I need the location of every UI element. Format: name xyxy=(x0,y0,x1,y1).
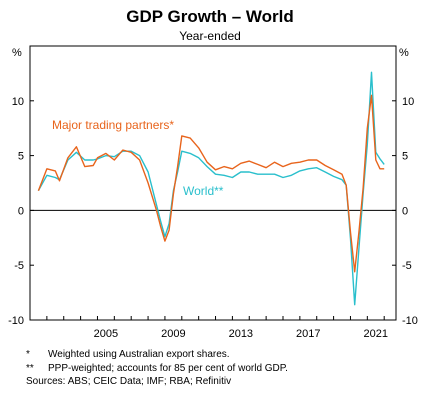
y-tick-label-left: 10 xyxy=(12,96,24,108)
y-tick-label-right: 10 xyxy=(402,96,414,108)
series-line xyxy=(37,94,385,273)
footnote-text: Weighted using Australian export shares. xyxy=(48,349,230,360)
y-tick-label-left: 5 xyxy=(18,151,24,163)
sources: Sources: ABS; CEIC Data; IMF; RBA; Refin… xyxy=(26,376,232,387)
footnote: * Weighted using Australian export share… xyxy=(26,348,288,362)
y-tick-label-left: -10 xyxy=(8,315,24,327)
y-unit-right: % xyxy=(399,47,409,59)
y-tick-label-right: 0 xyxy=(402,205,408,217)
x-tick-label: 2021 xyxy=(364,328,388,340)
x-tick-label: 2013 xyxy=(229,328,253,340)
y-tick-label-left: -5 xyxy=(14,260,24,272)
x-tick-label: 2009 xyxy=(161,328,185,340)
chart-title: GDP Growth – World xyxy=(126,7,294,26)
y-unit-left: % xyxy=(12,47,22,59)
y-tick-label-right: 5 xyxy=(402,151,408,163)
gdp-growth-chart: GDP Growth – World Year-ended % % -10 -10… xyxy=(8,7,418,340)
y-tick-label-right: -5 xyxy=(402,260,412,272)
y-tick-label-left: 0 xyxy=(18,205,24,217)
x-tick-label: 2005 xyxy=(94,328,118,340)
footnote: ** PPP-weighted; accounts for 85 per cen… xyxy=(26,362,288,376)
plot-frame xyxy=(29,45,397,321)
y-tick-label-right: -10 xyxy=(402,315,418,327)
footnote-mark: ** xyxy=(26,362,34,374)
chart-notes: * Weighted using Australian export share… xyxy=(26,348,288,389)
chart-subtitle: Year-ended xyxy=(179,29,241,43)
series-label: Major trading partners* xyxy=(52,118,174,132)
series-label: World** xyxy=(183,184,224,198)
footnote-text: PPP-weighted; accounts for 85 per cent o… xyxy=(48,362,288,374)
x-tick-label: 2017 xyxy=(296,328,320,340)
footnote-mark: * xyxy=(26,349,30,360)
